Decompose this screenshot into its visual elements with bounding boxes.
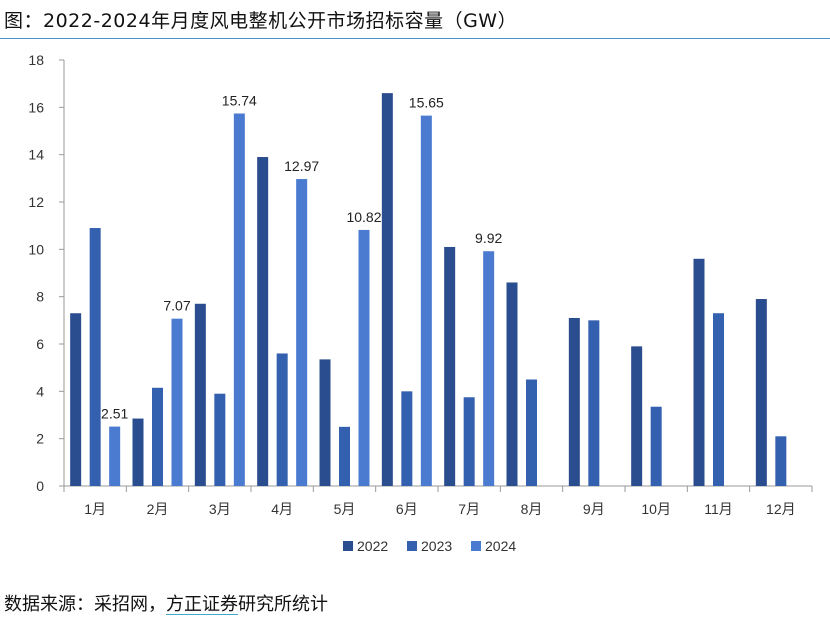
bar-2022-7 (444, 246, 456, 486)
y-axis: 0 2 4 6 8 10 12 14 16 18 (28, 52, 65, 494)
source-institution: 方正证券 (166, 594, 238, 615)
legend-swatch-2023 (407, 541, 417, 551)
data-label: 9.92 (475, 230, 502, 246)
bar-2022-6 (381, 93, 393, 486)
x-tick-label: 9月 (583, 501, 605, 517)
legend-label-2024: 2024 (485, 538, 516, 554)
bar-2023-1 (89, 228, 101, 487)
bar-2022-8 (506, 282, 518, 486)
bar-2023-5 (339, 426, 350, 486)
y-tick-label: 10 (28, 241, 44, 257)
data-label: 15.74 (222, 92, 257, 108)
bar-2023-3 (214, 393, 226, 486)
data-label: 10.82 (346, 209, 381, 225)
bar-2023-8 (526, 379, 537, 486)
legend-swatch-2022 (343, 541, 353, 551)
bar-2024-1 (109, 426, 121, 486)
x-tick-label: 1月 (84, 501, 106, 517)
x-tick-label: 10月 (641, 501, 671, 517)
source-note: 数据来源：采招网，方正证券研究所统计 (4, 590, 328, 616)
bar-2022-11 (693, 258, 705, 486)
y-tick-label: 12 (28, 194, 44, 210)
bar-2023-12 (775, 436, 787, 486)
bar-2024-3 (233, 113, 245, 486)
bar-2023-4 (276, 353, 288, 486)
y-tick-label: 8 (36, 289, 44, 305)
bar-2023-11 (713, 313, 724, 486)
bars-group (70, 93, 787, 487)
legend-label-2023: 2023 (421, 538, 452, 554)
x-tick-label: 12月 (766, 501, 796, 517)
y-tick-label: 0 (36, 478, 44, 494)
legend-swatch-2024 (471, 541, 481, 551)
data-labels-group: 2.51 7.07 15.74 12.97 10.82 15.65 9.92 (101, 92, 502, 421)
data-label: 15.65 (409, 95, 444, 111)
x-tick-label: 4月 (271, 501, 293, 517)
bar-2022-2 (132, 418, 144, 486)
bar-2022-10 (631, 346, 643, 486)
x-tick-label: 7月 (458, 501, 480, 517)
data-label: 2.51 (101, 406, 128, 422)
bar-chart: 0 2 4 6 8 10 12 14 16 18 1月 2月 3月 4月 5月 6月 7月 8月 9月 10月 11月… (28, 52, 813, 554)
y-tick-label: 2 (36, 431, 44, 447)
legend-label-2022: 2022 (357, 538, 388, 554)
bar-2024-6 (420, 115, 432, 486)
y-tick-label: 4 (36, 383, 44, 399)
source-suffix: 研究所统计 (238, 594, 328, 615)
bar-2022-4 (257, 157, 269, 486)
x-tick-label: 6月 (396, 501, 418, 517)
bar-2022-1 (70, 313, 82, 486)
bar-2022-3 (194, 303, 206, 486)
x-tick-label: 8月 (521, 501, 543, 517)
y-tick-label: 18 (28, 52, 44, 68)
bar-2024-4 (296, 179, 308, 486)
bar-2023-9 (588, 320, 600, 486)
bar-2024-2 (171, 318, 183, 486)
bar-2023-7 (463, 397, 475, 486)
bar-2024-7 (483, 251, 495, 486)
bar-2024-5 (358, 229, 370, 486)
bar-2023-2 (152, 387, 163, 486)
chart-title: 图：2022-2024年月度风电整机公开市场招标容量（GW） (4, 10, 518, 32)
data-label: 12.97 (284, 158, 319, 174)
source-prefix: 数据来源：采招网， (4, 594, 166, 615)
y-tick-label: 6 (36, 336, 44, 352)
title-divider (0, 38, 830, 39)
x-axis: 1月 2月 3月 4月 5月 6月 7月 8月 9月 10月 11月 12月 (63, 485, 813, 517)
bar-2023-6 (401, 391, 413, 486)
x-tick-label: 5月 (334, 501, 356, 517)
bar-2022-5 (319, 359, 331, 486)
x-tick-label: 11月 (704, 501, 733, 517)
y-tick-label: 16 (28, 99, 44, 115)
bar-2022-12 (755, 299, 767, 486)
legend: 2022 2023 2024 (343, 538, 516, 554)
x-tick-label: 3月 (209, 501, 231, 517)
data-label: 7.07 (163, 298, 190, 314)
x-tick-label: 2月 (147, 501, 169, 517)
bar-2022-9 (568, 317, 580, 486)
bar-2023-10 (650, 406, 662, 486)
y-tick-label: 14 (28, 147, 44, 163)
